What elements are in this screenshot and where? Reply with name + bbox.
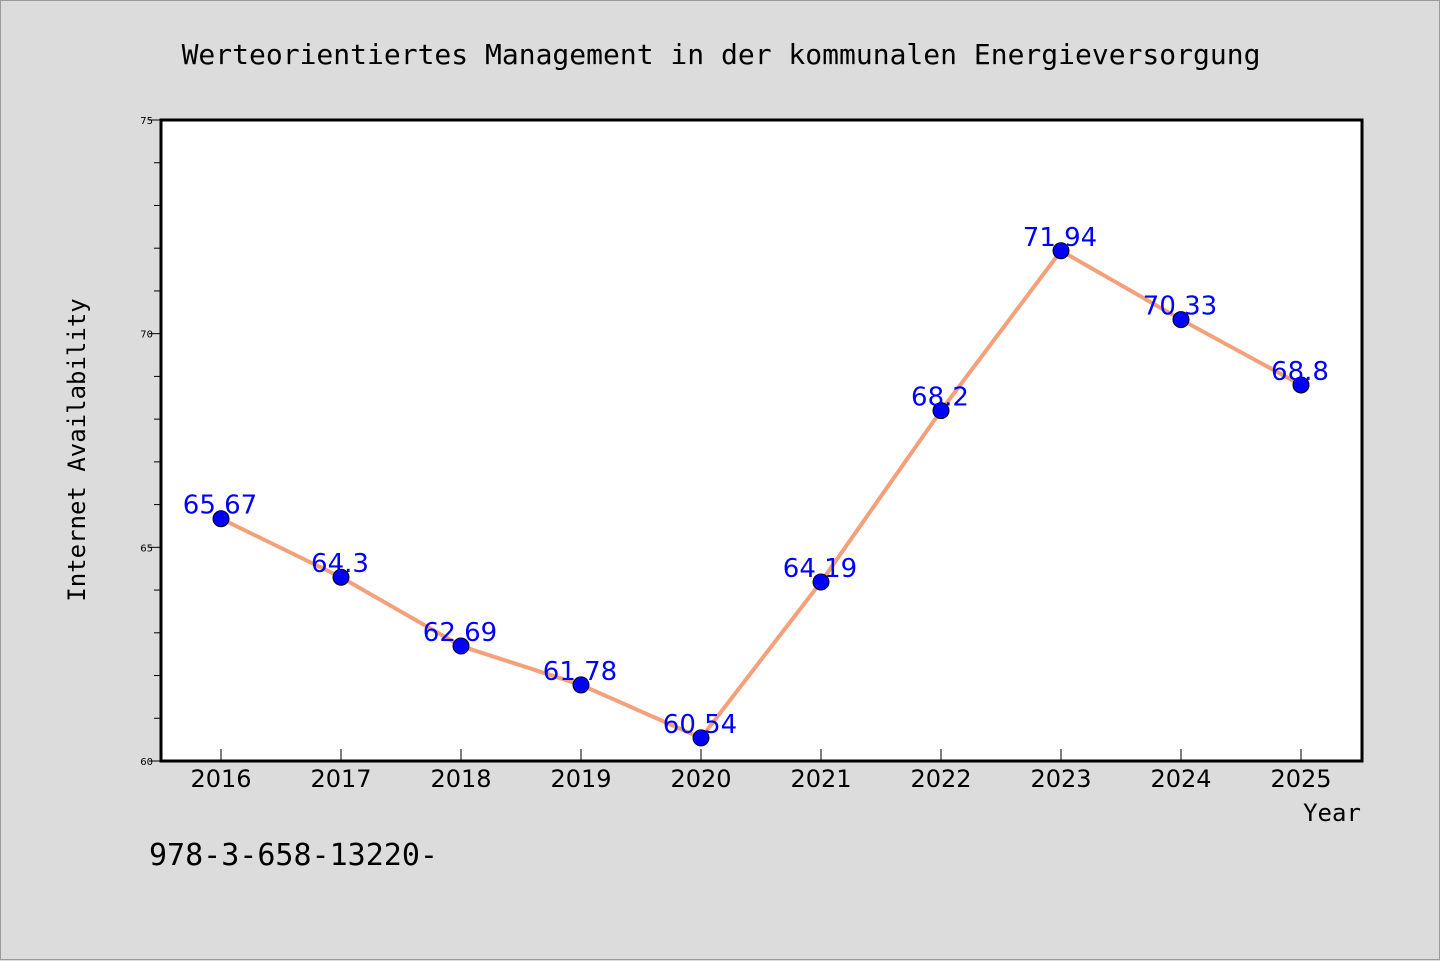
data-point <box>212 510 230 528</box>
data-point <box>1172 311 1190 329</box>
x-tick-label: 2019 <box>550 765 611 793</box>
y-tick-label: 70 <box>140 330 153 341</box>
isbn-footer: 978-3-658-13220- <box>149 838 438 873</box>
chart-title: Werteorientiertes Management in der komm… <box>182 38 1261 71</box>
data-label: 71.94 <box>1023 223 1097 253</box>
x-tick-label: 2022 <box>910 765 971 793</box>
data-point <box>1292 376 1310 394</box>
data-label: 64.19 <box>783 554 857 584</box>
x-axis-label: Year <box>1303 799 1361 827</box>
data-label: 64.3 <box>311 549 369 579</box>
series-line <box>219 248 1303 740</box>
data-point <box>932 402 950 420</box>
data-point <box>332 568 350 586</box>
y-tick-label: 65 <box>140 543 153 554</box>
data-label: 61.78 <box>543 657 617 687</box>
data-point <box>1052 242 1070 260</box>
x-tick-label: 2024 <box>1150 765 1211 793</box>
data-label: 68.2 <box>911 383 969 413</box>
data-point <box>812 573 830 591</box>
data-label: 68.8 <box>1271 357 1329 387</box>
data-label: 60.54 <box>663 710 737 740</box>
y-axis-label: Internet Availability <box>63 298 91 601</box>
series-markers <box>212 242 1310 747</box>
x-tick-label: 2020 <box>670 765 731 793</box>
data-label: 65.67 <box>183 491 257 521</box>
x-axis: 2016 2017 2018 2019 2020 2021 2022 2023 2024 2025 <box>190 749 1332 793</box>
series-polyline <box>219 248 1303 740</box>
data-point <box>452 637 470 655</box>
plot-frame <box>159 118 1364 763</box>
data-point <box>692 729 710 747</box>
x-tick-label: 2017 <box>310 765 371 793</box>
y-axis: 60 65 70 75 <box>140 116 161 768</box>
data-label: 62.69 <box>423 618 497 648</box>
x-tick-label: 2021 <box>790 765 851 793</box>
y-tick-label: 75 <box>140 116 153 127</box>
x-tick-label: 2016 <box>190 765 251 793</box>
x-tick-label: 2023 <box>1030 765 1091 793</box>
y-tick-label: 60 <box>140 757 153 768</box>
plot-area <box>161 120 1362 761</box>
data-labels: 65.67 64.3 62.69 61.78 60.54 64.19 68.2 71.94 70… <box>183 223 1329 740</box>
data-label: 70.33 <box>1143 292 1217 322</box>
data-point <box>572 676 590 694</box>
x-tick-label: 2018 <box>430 765 491 793</box>
x-tick-label: 2025 <box>1270 765 1331 793</box>
